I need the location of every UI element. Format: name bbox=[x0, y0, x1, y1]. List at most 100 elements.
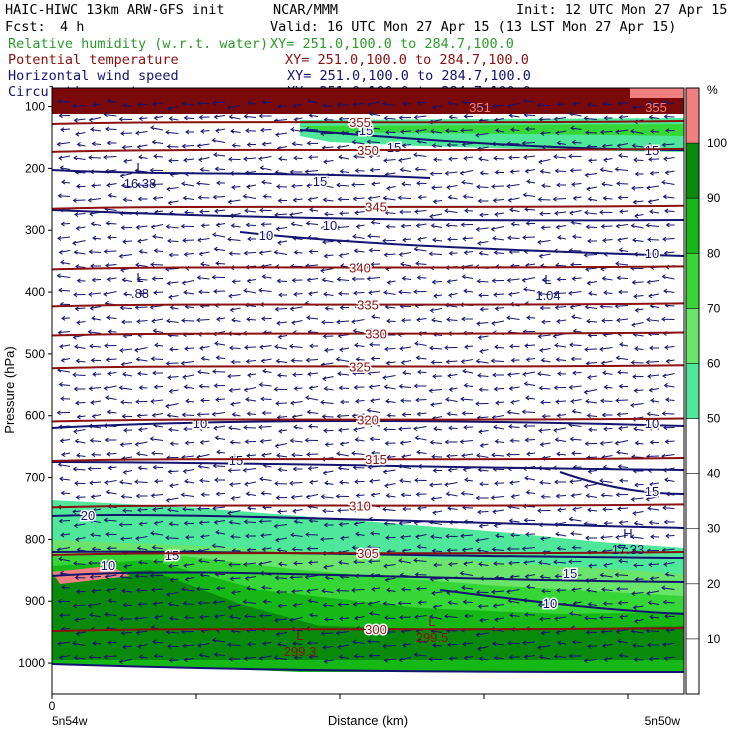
vector-head bbox=[120, 399, 125, 405]
vector bbox=[199, 654, 210, 658]
vector-head bbox=[586, 587, 591, 593]
vector-head bbox=[196, 412, 201, 417]
vector-head bbox=[353, 384, 358, 390]
vector-head bbox=[227, 105, 232, 111]
vector-head bbox=[448, 292, 453, 298]
vector bbox=[322, 104, 334, 107]
vector-head bbox=[123, 158, 128, 164]
vector-head bbox=[601, 143, 606, 149]
vector-head bbox=[337, 465, 342, 471]
vector bbox=[557, 142, 567, 145]
vector-head bbox=[120, 630, 125, 636]
vector-head bbox=[231, 279, 236, 285]
vector-head bbox=[371, 586, 376, 592]
vector bbox=[495, 129, 505, 133]
vector bbox=[417, 102, 427, 104]
vector bbox=[648, 293, 660, 297]
vector-head bbox=[510, 127, 515, 133]
vector bbox=[339, 481, 350, 484]
vector-head bbox=[90, 221, 95, 227]
vector bbox=[106, 317, 117, 319]
vector bbox=[508, 562, 520, 564]
vector-head bbox=[152, 328, 157, 334]
vector-head bbox=[324, 442, 329, 448]
vector-head bbox=[444, 482, 449, 488]
vector bbox=[492, 509, 505, 513]
vector bbox=[538, 429, 551, 432]
vector-head bbox=[553, 653, 558, 659]
colorbar-tick-label: 30 bbox=[707, 522, 721, 536]
vector bbox=[167, 414, 179, 418]
vector-head bbox=[289, 438, 294, 443]
vector bbox=[72, 642, 86, 646]
vector bbox=[168, 295, 179, 298]
vector-head bbox=[462, 599, 467, 605]
wind-contour-label: 10 bbox=[101, 558, 115, 573]
vector-head bbox=[166, 280, 171, 286]
vector-head bbox=[601, 412, 606, 418]
vector bbox=[371, 221, 381, 224]
vector-head bbox=[168, 116, 173, 121]
vector-head bbox=[181, 143, 186, 149]
vector bbox=[507, 411, 520, 415]
vector bbox=[308, 291, 319, 295]
vector-head bbox=[402, 370, 407, 376]
vector-head bbox=[352, 507, 357, 513]
vector bbox=[151, 224, 164, 228]
vector-head bbox=[166, 412, 171, 418]
vector bbox=[261, 453, 272, 456]
vector-head bbox=[523, 154, 528, 160]
vector bbox=[135, 441, 148, 445]
vector bbox=[572, 102, 582, 105]
vector-head bbox=[74, 306, 79, 312]
vector-head bbox=[494, 212, 499, 217]
vector bbox=[308, 561, 319, 564]
vector-head bbox=[351, 182, 356, 188]
vector-head bbox=[165, 403, 170, 409]
vector-head bbox=[215, 397, 220, 403]
vector bbox=[75, 266, 86, 268]
vector-head bbox=[120, 494, 125, 499]
vector bbox=[586, 226, 598, 228]
vector-head bbox=[354, 168, 359, 174]
vector bbox=[460, 170, 474, 174]
vector-head bbox=[260, 221, 265, 227]
vector bbox=[633, 200, 644, 203]
vector-head bbox=[73, 155, 78, 161]
vector-head bbox=[413, 246, 418, 252]
vector-head bbox=[260, 533, 265, 538]
vector-head bbox=[401, 181, 406, 187]
vector-head bbox=[618, 558, 623, 564]
vector-head bbox=[492, 641, 497, 647]
x-right-label: 5n50w bbox=[645, 714, 681, 728]
vector-head bbox=[508, 654, 513, 660]
vector-head bbox=[506, 589, 511, 595]
vector bbox=[449, 116, 458, 119]
vector bbox=[431, 630, 443, 633]
vector bbox=[601, 183, 613, 186]
vector-head bbox=[479, 348, 484, 354]
vector bbox=[59, 655, 71, 659]
vector-head bbox=[167, 507, 172, 513]
vector-head bbox=[366, 544, 371, 550]
vector-head bbox=[151, 545, 156, 550]
x-axis-title: Distance (km) bbox=[328, 713, 408, 728]
vector-head bbox=[92, 508, 97, 514]
vector-head bbox=[197, 600, 202, 606]
vector-head bbox=[275, 495, 280, 501]
vector bbox=[617, 546, 629, 549]
vector-head bbox=[105, 395, 110, 401]
vector bbox=[572, 236, 582, 238]
theta-contour-label: 300 bbox=[365, 622, 387, 637]
vector bbox=[588, 292, 598, 296]
vector bbox=[92, 143, 102, 145]
vector-head bbox=[72, 240, 77, 246]
vector bbox=[212, 139, 226, 143]
vector-head bbox=[123, 427, 128, 433]
vector-head bbox=[246, 411, 251, 417]
vector bbox=[324, 388, 334, 391]
vector-head bbox=[460, 222, 465, 228]
vector-head bbox=[508, 155, 513, 161]
vector bbox=[291, 590, 303, 593]
vector-head bbox=[417, 369, 422, 375]
